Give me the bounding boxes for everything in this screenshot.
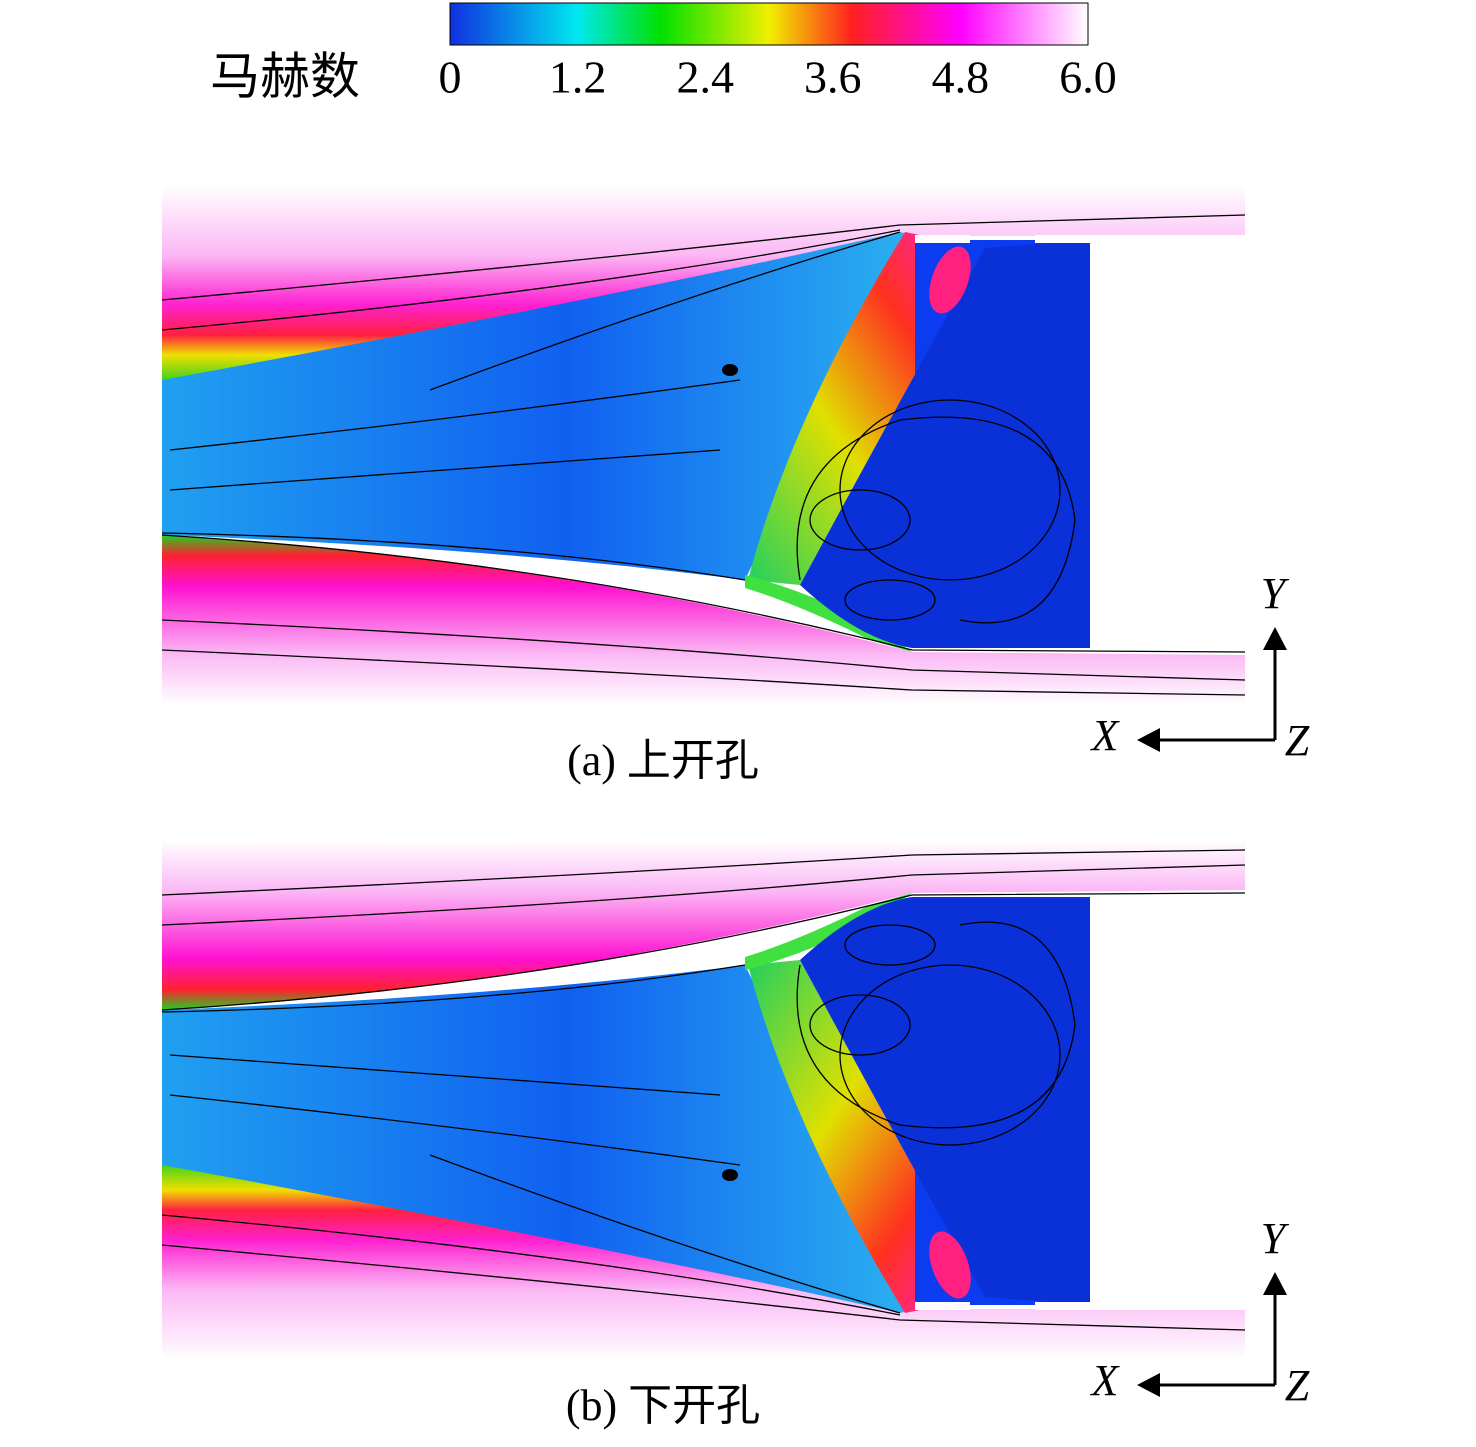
colorbar-tick-label: 3.6 [804,52,862,103]
colorbar-tick-label: 0 [439,52,462,103]
colorbar [449,2,1089,46]
arrow-head [1137,728,1160,752]
colorbar-tick-label: 2.4 [676,52,734,103]
caption: (a) 上开孔 [567,736,759,785]
axis-label: Y [1261,569,1290,618]
axis-label: Z [1285,1361,1310,1410]
arrow-head [1137,1373,1160,1397]
colorbar-tick-label: 4.8 [932,52,990,103]
panel-a [161,184,1246,706]
caption: (b) 下开孔 [566,1381,760,1430]
axis-label: Z [1285,716,1310,765]
panel-b [161,839,1246,1361]
colorbar-tick-label: 1.2 [549,52,607,103]
axis-label: Y [1261,1214,1290,1263]
arrow-head [1263,627,1287,650]
colorbar-tick-label: 6.0 [1059,52,1117,103]
arrow-head [1263,1272,1287,1295]
axis-label: X [1090,711,1121,760]
axis-label: X [1090,1356,1121,1405]
colorbar-label: 马赫数 [210,48,360,104]
